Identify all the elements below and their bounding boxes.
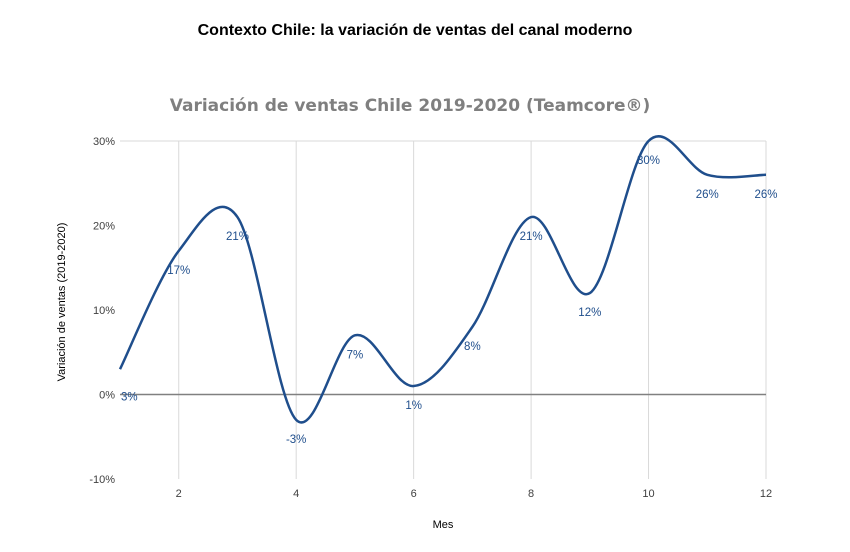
x-tick-label: 2 xyxy=(176,488,182,500)
data-label: 3% xyxy=(121,392,138,404)
y-tick-label: 20% xyxy=(93,221,115,233)
grid xyxy=(120,140,767,479)
data-label: -3% xyxy=(286,434,306,446)
data-label: 26% xyxy=(696,189,719,201)
data-label: 26% xyxy=(754,189,777,201)
tick-labels: 2 4 6 8 10 12 -10% 0% 10% 20% 30% xyxy=(89,136,772,500)
y-tick-label: 30% xyxy=(93,136,115,148)
y-tick-label: 0% xyxy=(99,390,115,402)
data-label: 21% xyxy=(520,231,543,243)
data-label: 7% xyxy=(347,349,364,361)
data-label: 1% xyxy=(405,400,422,412)
y-tick-label: 10% xyxy=(93,305,115,317)
x-tick-label: 12 xyxy=(760,488,772,500)
x-axis-label: Mes xyxy=(433,519,454,531)
x-tick-label: 10 xyxy=(642,488,654,500)
y-tick-label: -10% xyxy=(89,474,115,486)
data-label: 21% xyxy=(226,231,249,243)
x-tick-label: 6 xyxy=(411,488,417,500)
x-tick-label: 8 xyxy=(528,488,534,500)
slide-title: Contexto Chile: la variación de ventas d… xyxy=(197,22,633,39)
chart-title: Variación de ventas Chile 2019-2020 (Tea… xyxy=(170,96,651,116)
data-labels: 3% 17% 21% -3% 7% 1% 8% 21% 12% 30% 26% 26% xyxy=(121,155,778,446)
series-line xyxy=(118,135,767,424)
data-label: 30% xyxy=(637,155,660,167)
data-label: 8% xyxy=(464,341,481,353)
x-tick-label: 4 xyxy=(293,488,299,500)
data-label: 17% xyxy=(167,265,190,277)
data-label: 12% xyxy=(578,307,601,319)
y-axis-label: Variación de ventas (2019-2020) xyxy=(56,223,68,382)
